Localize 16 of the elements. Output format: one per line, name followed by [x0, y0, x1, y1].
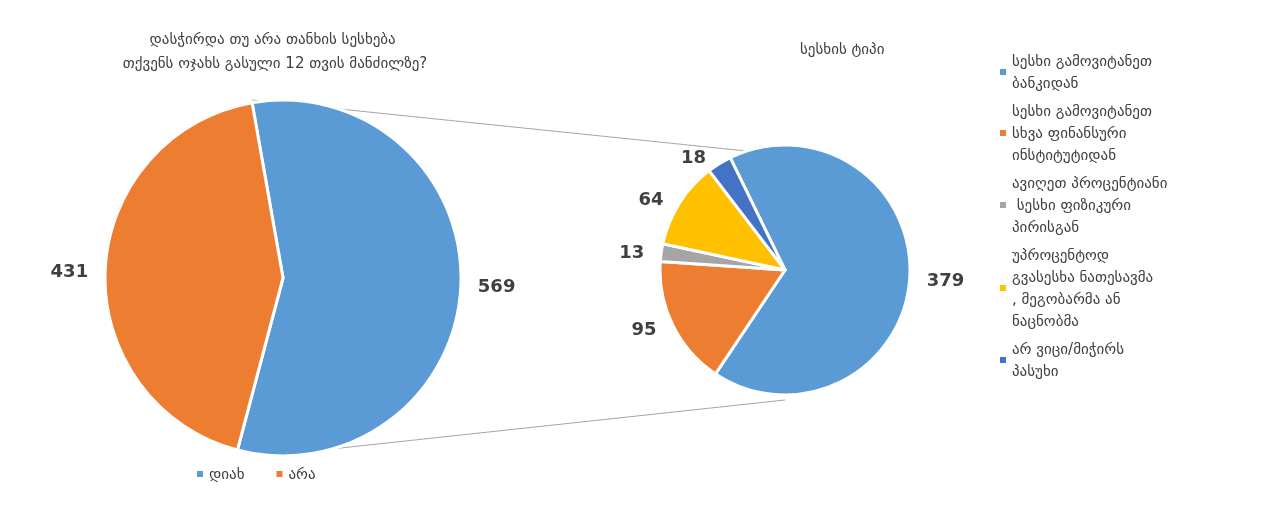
data-label: 431	[50, 259, 89, 281]
legend-label: არ ვიცი/მიჭირს პასუხი	[1012, 340, 1129, 380]
data-label: 569	[477, 275, 516, 297]
legend-label: სესხი გამოვიტანეთ ბანკიდან	[1012, 52, 1157, 92]
chart-title: სესხის ტიპი	[800, 40, 885, 58]
data-label: 64	[638, 188, 664, 210]
legend-label: უპროცენტოდ გვასესხა ნათესავმა, მეგობარმა ან ნაცნობმა	[1012, 246, 1154, 330]
data-label: 95	[631, 318, 657, 340]
legend-label: დიახ	[209, 465, 245, 483]
legend-label: სესხი გამოვიტანეთ სხვა ფინანსური ინსტიტუტიდან	[1012, 102, 1157, 164]
data-label: 379	[926, 268, 965, 290]
legend-label: ავიღეთ პროცენტიანი სესხი ფიზიკური პირისგან	[1012, 174, 1168, 236]
legend-label: არა	[288, 465, 316, 483]
chart-title: დასჭირდა თუ არა თანხის სესხება თქვენს ოჯახს გასული 12 თვის მანძილზე?	[122, 30, 428, 72]
data-label: 13	[619, 240, 645, 262]
data-label: 18	[681, 146, 707, 168]
